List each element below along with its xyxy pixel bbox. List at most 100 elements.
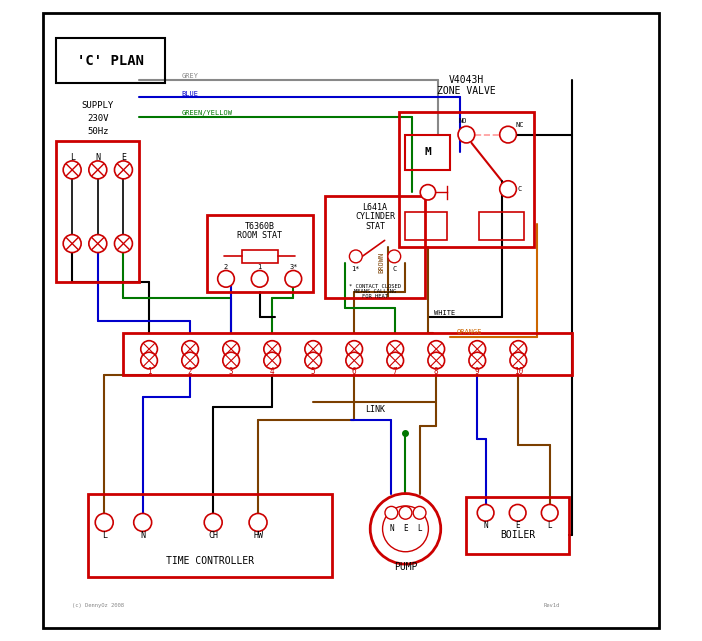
Text: 4: 4 bbox=[270, 367, 274, 376]
Text: BOILER: BOILER bbox=[500, 530, 536, 540]
Circle shape bbox=[63, 161, 81, 179]
Text: MEANS CALLING: MEANS CALLING bbox=[354, 289, 396, 294]
Circle shape bbox=[285, 271, 302, 287]
Bar bbox=[56, 38, 165, 83]
Circle shape bbox=[133, 513, 152, 531]
Circle shape bbox=[223, 341, 239, 358]
Text: V4043H: V4043H bbox=[449, 75, 484, 85]
Circle shape bbox=[182, 341, 199, 358]
Circle shape bbox=[350, 250, 362, 263]
Circle shape bbox=[114, 235, 133, 253]
Text: E: E bbox=[121, 153, 126, 162]
Circle shape bbox=[469, 353, 486, 369]
Text: 10: 10 bbox=[514, 367, 523, 376]
Text: FOR HEAT: FOR HEAT bbox=[362, 294, 388, 299]
Bar bbox=[88, 494, 332, 577]
Circle shape bbox=[218, 271, 234, 287]
Circle shape bbox=[385, 506, 398, 519]
Circle shape bbox=[500, 126, 517, 143]
Text: L641A: L641A bbox=[362, 203, 388, 212]
Text: 8: 8 bbox=[434, 367, 439, 376]
Text: (c) DennyOz 2008: (c) DennyOz 2008 bbox=[72, 603, 124, 608]
Text: L: L bbox=[102, 531, 107, 540]
Circle shape bbox=[500, 181, 517, 197]
Text: PUMP: PUMP bbox=[394, 562, 417, 572]
Text: 7: 7 bbox=[393, 367, 397, 376]
Circle shape bbox=[114, 161, 133, 179]
Bar bbox=[406, 212, 447, 240]
Text: NC: NC bbox=[515, 122, 524, 128]
Bar bbox=[325, 196, 425, 298]
Circle shape bbox=[346, 341, 362, 358]
Circle shape bbox=[413, 506, 426, 519]
Bar bbox=[466, 497, 569, 554]
Circle shape bbox=[141, 353, 157, 369]
Circle shape bbox=[383, 506, 428, 552]
Circle shape bbox=[541, 504, 558, 521]
Circle shape bbox=[305, 353, 322, 369]
Text: L: L bbox=[69, 153, 74, 162]
Circle shape bbox=[510, 341, 526, 358]
Text: E: E bbox=[403, 524, 408, 533]
Text: 2: 2 bbox=[188, 367, 192, 376]
Text: N: N bbox=[483, 521, 488, 530]
Text: 50Hz: 50Hz bbox=[87, 127, 109, 136]
Text: BLUE: BLUE bbox=[181, 90, 198, 97]
Text: Rev1d: Rev1d bbox=[543, 603, 559, 608]
Text: ROOM STAT: ROOM STAT bbox=[237, 231, 282, 240]
Circle shape bbox=[249, 513, 267, 531]
Text: 'C' PLAN: 'C' PLAN bbox=[77, 54, 144, 68]
Circle shape bbox=[477, 504, 494, 521]
Text: 3: 3 bbox=[229, 367, 234, 376]
Circle shape bbox=[264, 341, 281, 358]
Circle shape bbox=[63, 235, 81, 253]
Text: C: C bbox=[517, 186, 522, 192]
Circle shape bbox=[95, 513, 113, 531]
Bar bbox=[406, 135, 451, 170]
Circle shape bbox=[370, 494, 441, 564]
Bar bbox=[241, 250, 277, 263]
Text: NO: NO bbox=[459, 117, 468, 124]
Text: 3*: 3* bbox=[289, 264, 298, 271]
Text: 1: 1 bbox=[147, 367, 152, 376]
Circle shape bbox=[264, 353, 281, 369]
Circle shape bbox=[387, 353, 404, 369]
Circle shape bbox=[346, 353, 362, 369]
Circle shape bbox=[204, 513, 222, 531]
Text: 2: 2 bbox=[224, 264, 228, 271]
Text: 9: 9 bbox=[475, 367, 479, 376]
Bar bbox=[56, 141, 140, 282]
Circle shape bbox=[89, 161, 107, 179]
Circle shape bbox=[89, 235, 107, 253]
Text: CYLINDER: CYLINDER bbox=[355, 212, 395, 221]
Text: N: N bbox=[140, 531, 145, 540]
Circle shape bbox=[510, 504, 526, 521]
Circle shape bbox=[458, 126, 475, 143]
Circle shape bbox=[428, 341, 444, 358]
Text: LINK: LINK bbox=[365, 405, 385, 414]
Circle shape bbox=[510, 353, 526, 369]
Circle shape bbox=[251, 271, 268, 287]
Text: 5: 5 bbox=[311, 367, 315, 376]
Bar bbox=[207, 215, 312, 292]
Circle shape bbox=[223, 353, 239, 369]
Circle shape bbox=[399, 506, 412, 519]
Circle shape bbox=[305, 341, 322, 358]
Text: L: L bbox=[417, 524, 422, 533]
Text: 6: 6 bbox=[352, 367, 357, 376]
Text: T6360B: T6360B bbox=[245, 222, 274, 231]
Bar bbox=[479, 212, 524, 240]
Text: 1: 1 bbox=[258, 264, 262, 271]
Text: ZONE VALVE: ZONE VALVE bbox=[437, 86, 496, 96]
Text: TIME CONTROLLER: TIME CONTROLLER bbox=[166, 556, 254, 566]
Text: GREEN/YELLOW: GREEN/YELLOW bbox=[181, 110, 232, 116]
Circle shape bbox=[388, 250, 401, 263]
Text: GREY: GREY bbox=[181, 72, 198, 79]
Text: CH: CH bbox=[208, 531, 218, 540]
Text: SUPPLY: SUPPLY bbox=[81, 101, 114, 110]
Text: ORANGE: ORANGE bbox=[457, 329, 482, 335]
Text: * CONTACT CLOSED: * CONTACT CLOSED bbox=[349, 284, 401, 289]
Circle shape bbox=[182, 353, 199, 369]
Circle shape bbox=[387, 341, 404, 358]
Text: L: L bbox=[548, 521, 552, 530]
